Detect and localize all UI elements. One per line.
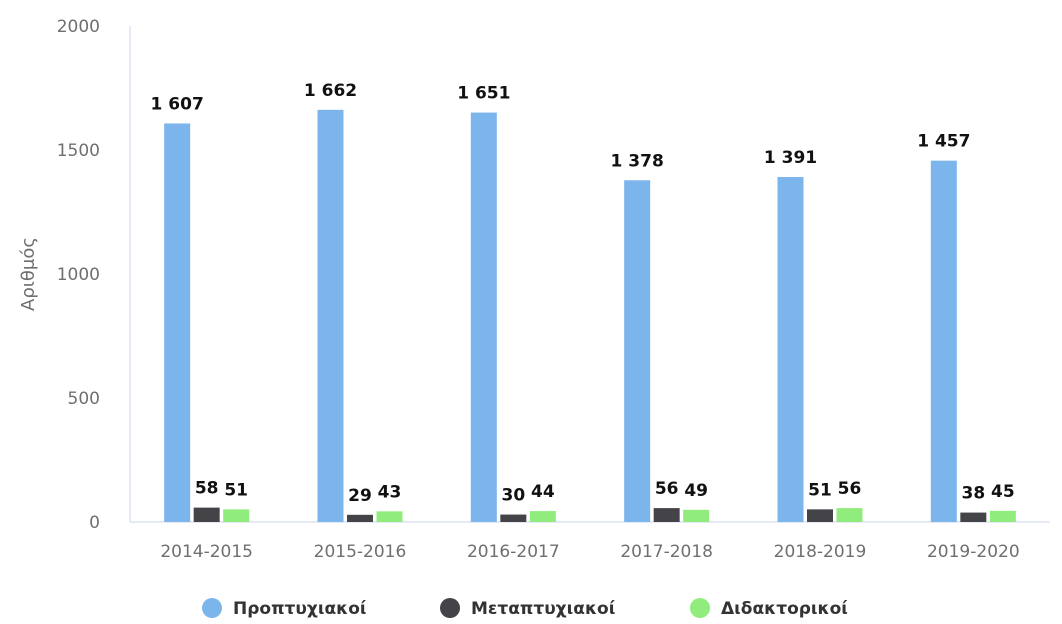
data-label: 1 651	[457, 84, 510, 104]
data-label: 49	[684, 481, 708, 501]
data-label: 58	[195, 479, 219, 499]
x-tick-label: 2017-2018	[620, 542, 713, 562]
data-label: 1 607	[151, 94, 204, 114]
data-label: 30	[501, 486, 525, 506]
data-label: 51	[224, 480, 248, 500]
legend-marker	[690, 598, 710, 618]
data-label: 1 457	[917, 132, 970, 152]
legend-label: Διδακτορικοί	[721, 599, 848, 619]
bar[interactable]	[836, 508, 863, 522]
bar[interactable]	[960, 512, 987, 522]
bar[interactable]	[653, 508, 680, 522]
bar[interactable]	[807, 509, 833, 522]
legend: Προπτυχιακοί Μεταπτυχιακοί Διδακτορικοί	[202, 598, 848, 619]
data-label: 1 662	[304, 81, 357, 101]
y-axis: Αριθμός	[18, 26, 131, 522]
data-label: 43	[378, 482, 402, 502]
bar[interactable]	[529, 511, 556, 522]
bar[interactable]	[164, 123, 191, 523]
data-label: 44	[531, 482, 555, 502]
legend-item[interactable]: Προπτυχιακοί	[202, 598, 367, 619]
y-tick-labels: 0 500 1000 1500 2000	[57, 17, 100, 533]
legend-label: Μεταπτυχιακοί	[471, 599, 615, 619]
bar[interactable]	[347, 514, 373, 522]
legend-marker	[202, 598, 222, 618]
legend-label: Προπτυχιακοί	[233, 599, 367, 619]
x-tick-label: 2016-2017	[467, 542, 560, 562]
bar[interactable]	[376, 511, 403, 522]
y-tick-label: 500	[68, 389, 100, 409]
bar[interactable]	[624, 180, 651, 523]
bar[interactable]	[989, 510, 1016, 522]
legend-marker	[440, 598, 460, 618]
bar[interactable]	[930, 160, 957, 522]
data-label: 38	[961, 484, 985, 504]
data-label: 56	[838, 479, 862, 499]
x-tick-label: 2019-2020	[927, 542, 1020, 562]
bars	[164, 109, 1016, 523]
x-tick-label: 2014-2015	[160, 542, 253, 562]
y-tick-label: 1500	[57, 141, 100, 161]
x-tick-label: 2015-2016	[314, 542, 407, 562]
data-label: 1 378	[611, 151, 664, 171]
data-label: 51	[808, 480, 832, 500]
data-label: 29	[348, 486, 372, 506]
x-tick-labels: 2014-2015 2015-2016 2016-2017 2017-2018 2018…	[160, 542, 1019, 562]
data-label: 1 391	[764, 148, 817, 168]
bar[interactable]	[317, 109, 344, 522]
y-tick-label: 2000	[57, 17, 100, 37]
data-label: 56	[655, 479, 679, 499]
bar[interactable]	[470, 112, 497, 522]
bar[interactable]	[500, 514, 527, 522]
y-tick-label: 1000	[57, 265, 100, 285]
data-label: 45	[991, 482, 1015, 502]
y-axis-title: Αριθμός	[18, 237, 39, 311]
bar[interactable]	[683, 509, 710, 522]
bar[interactable]	[777, 177, 804, 523]
y-tick-label: 0	[89, 513, 100, 533]
bar[interactable]	[223, 509, 250, 522]
x-tick-label: 2018-2019	[774, 542, 867, 562]
legend-item[interactable]: Διδακτορικοί	[690, 598, 848, 619]
legend-item[interactable]: Μεταπτυχιακοί	[440, 598, 615, 619]
bar[interactable]	[193, 507, 220, 522]
